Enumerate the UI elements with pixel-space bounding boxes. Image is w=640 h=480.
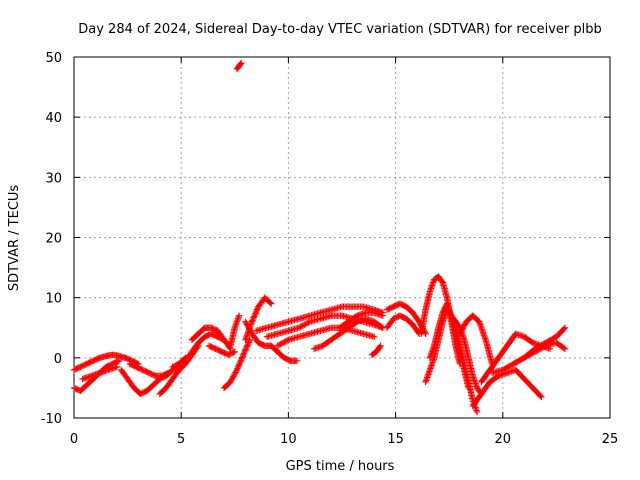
series-arc-5 bbox=[126, 360, 172, 380]
series-markers bbox=[233, 59, 245, 73]
chart-title: Day 284 of 2024, Sidereal Day-to-day VTE… bbox=[78, 22, 602, 37]
series-arc-21 bbox=[383, 312, 423, 337]
series-arc-31 bbox=[233, 59, 245, 73]
data-series bbox=[70, 59, 569, 416]
series-markers bbox=[456, 312, 496, 368]
series-arc-19 bbox=[368, 342, 384, 358]
y-tick-label: -10 bbox=[41, 412, 62, 427]
x-tick-label: 0 bbox=[70, 432, 78, 447]
y-tick-label: 20 bbox=[45, 232, 62, 247]
series-markers bbox=[336, 309, 386, 331]
series-markers bbox=[253, 303, 386, 334]
y-tick-label: 30 bbox=[45, 171, 62, 186]
series-arc-1 bbox=[70, 351, 142, 374]
series-arc-3 bbox=[79, 363, 121, 383]
series-markers bbox=[310, 315, 386, 352]
series-markers bbox=[469, 366, 545, 410]
series-arc-10 bbox=[220, 336, 253, 392]
series-arc-30 bbox=[510, 324, 569, 368]
x-axis-label: GPS time / hours bbox=[286, 459, 395, 474]
series-markers bbox=[220, 336, 253, 392]
x-tick-label: 10 bbox=[280, 432, 297, 447]
series-markers bbox=[79, 363, 121, 383]
series-markers bbox=[205, 342, 238, 358]
series-arc-27 bbox=[469, 366, 545, 410]
axis-ticks: 0 5 10 15 20 25 -10 0 10 20 30 40 50 bbox=[41, 51, 619, 447]
x-tick-label: 20 bbox=[495, 432, 512, 447]
series-arc-7 bbox=[169, 330, 228, 371]
series-arc-17 bbox=[310, 315, 386, 352]
series-markers bbox=[368, 342, 384, 358]
grid-lines bbox=[74, 57, 610, 418]
series-markers bbox=[383, 312, 423, 337]
x-tick-label: 25 bbox=[602, 432, 619, 447]
series-markers bbox=[169, 330, 228, 371]
series-markers bbox=[126, 360, 172, 380]
y-tick-label: 10 bbox=[45, 292, 62, 307]
x-tick-label: 5 bbox=[177, 432, 185, 447]
series-arc-14 bbox=[253, 303, 386, 334]
series-markers bbox=[227, 312, 243, 349]
y-tick-label: 50 bbox=[45, 51, 62, 66]
series-markers bbox=[242, 318, 301, 364]
y-axis-label: SDTVAR / TECUs bbox=[7, 185, 22, 292]
series-arc-24 bbox=[426, 300, 472, 392]
series-arc-26 bbox=[456, 312, 496, 368]
series-markers bbox=[188, 324, 234, 352]
y-tick-label: 0 bbox=[54, 352, 62, 367]
series-arc-13 bbox=[242, 318, 301, 364]
series-arc-18 bbox=[336, 309, 386, 331]
series-markers bbox=[426, 300, 472, 392]
x-tick-label: 15 bbox=[387, 432, 404, 447]
series-arc-9 bbox=[205, 342, 238, 358]
series-markers bbox=[70, 351, 142, 374]
series-markers bbox=[510, 324, 569, 368]
series-arc-8 bbox=[188, 324, 234, 352]
y-tick-label: 40 bbox=[45, 111, 62, 126]
series-arc-11 bbox=[227, 312, 243, 349]
